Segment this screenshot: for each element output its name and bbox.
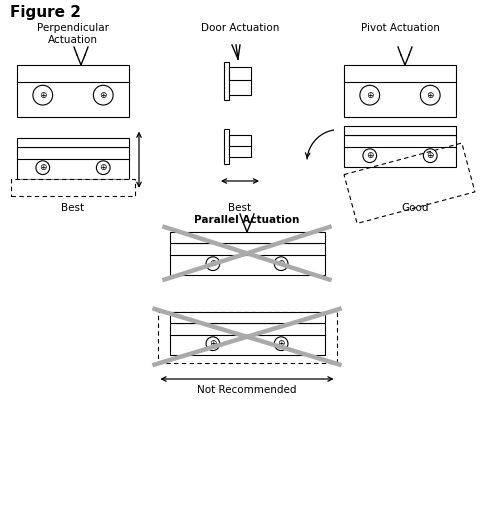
Text: ⊕: ⊕ [100,91,107,100]
Text: ⊕: ⊕ [366,91,374,100]
Text: ⊕: ⊕ [209,339,216,348]
Bar [11,178,135,196]
Bar [17,148,129,178]
Bar [170,312,324,323]
Text: ⊕: ⊕ [426,91,434,100]
Bar [224,129,229,164]
Text: ⊕: ⊕ [278,339,285,348]
Text: Parallel Actuation: Parallel Actuation [194,215,300,225]
Bar [344,126,456,135]
Text: ⊕: ⊕ [426,151,434,160]
Text: Pivot Actuation: Pivot Actuation [360,23,439,33]
Text: Best: Best [62,203,85,213]
Text: ⊕: ⊕ [39,163,46,172]
Text: Figure 2: Figure 2 [10,5,81,20]
Bar [17,65,129,117]
Bar [157,312,337,363]
Bar [344,135,456,167]
Text: Good: Good [401,203,429,213]
Bar [170,232,324,243]
Text: ⊕: ⊕ [39,91,46,100]
Bar [344,65,456,117]
Text: Door Actuation: Door Actuation [201,23,279,33]
Bar [170,243,324,275]
Bar [229,135,251,157]
Text: Perpendicular
Actuation: Perpendicular Actuation [37,23,109,45]
Text: Not Recommended: Not Recommended [197,385,297,395]
Text: ⊕: ⊕ [100,163,107,172]
Bar [17,138,129,148]
Text: ⊕: ⊕ [209,259,216,268]
Bar [170,323,324,355]
Text: ⊕: ⊕ [366,151,374,160]
Text: ⊕: ⊕ [278,259,285,268]
Bar [229,67,251,95]
Bar [224,62,229,100]
Text: Best: Best [228,203,251,213]
